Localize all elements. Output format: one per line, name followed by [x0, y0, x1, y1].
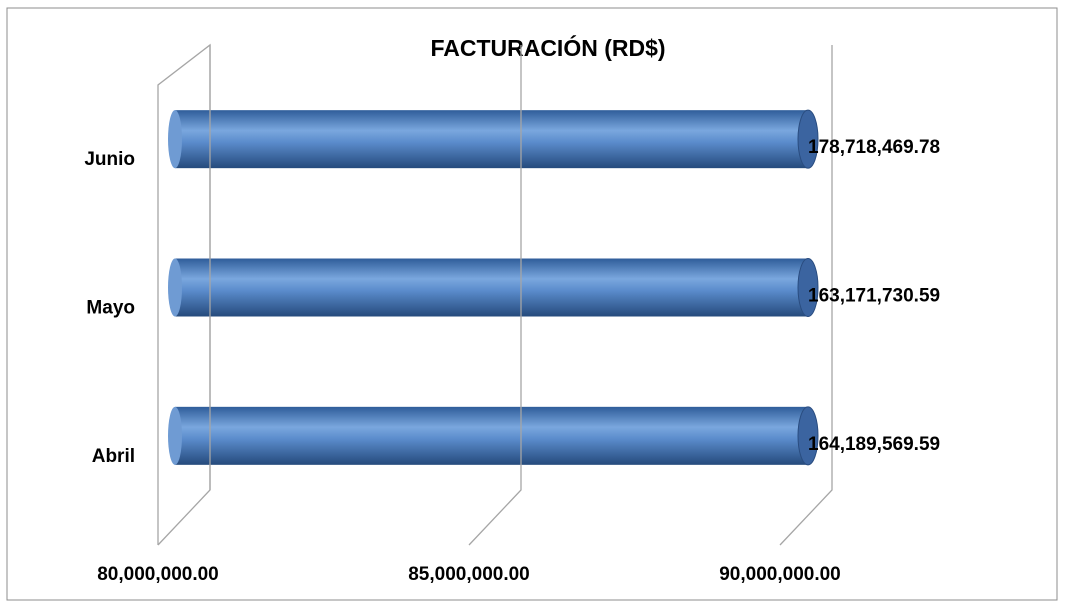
x-tick-label: 80,000,000.00: [97, 564, 219, 585]
bar-start-cap: [168, 258, 182, 317]
bar: [175, 110, 808, 169]
chart-title: FACTURACIÓN (RD$): [430, 34, 665, 61]
grid-line: [157, 45, 211, 546]
bar-end-cap: [797, 406, 819, 466]
grid-line: [468, 45, 522, 546]
data-label: 178,718,469.78: [808, 137, 940, 158]
bar-end-cap: [797, 258, 819, 317]
data-label: 164,189,569.59: [808, 434, 940, 455]
chart-border: [6, 7, 1058, 601]
bar-group: [168, 258, 808, 317]
bar-group: [168, 110, 808, 169]
y-tick-label: Abril: [92, 446, 135, 467]
bar-group: [168, 406, 808, 465]
bar: [175, 406, 808, 465]
bar: [175, 258, 808, 317]
bar-start-cap: [168, 110, 182, 169]
bars: [168, 110, 808, 465]
grid-line: [779, 45, 833, 546]
y-tick-label: Mayo: [86, 298, 135, 319]
bar-end-cap: [797, 109, 819, 169]
x-tick-label: 90,000,000.00: [719, 564, 841, 585]
bar-start-cap: [168, 406, 182, 465]
data-label: 163,171,730.59: [808, 286, 940, 307]
x-tick-label: 85,000,000.00: [408, 564, 530, 585]
y-tick-label: Junio: [84, 149, 135, 170]
